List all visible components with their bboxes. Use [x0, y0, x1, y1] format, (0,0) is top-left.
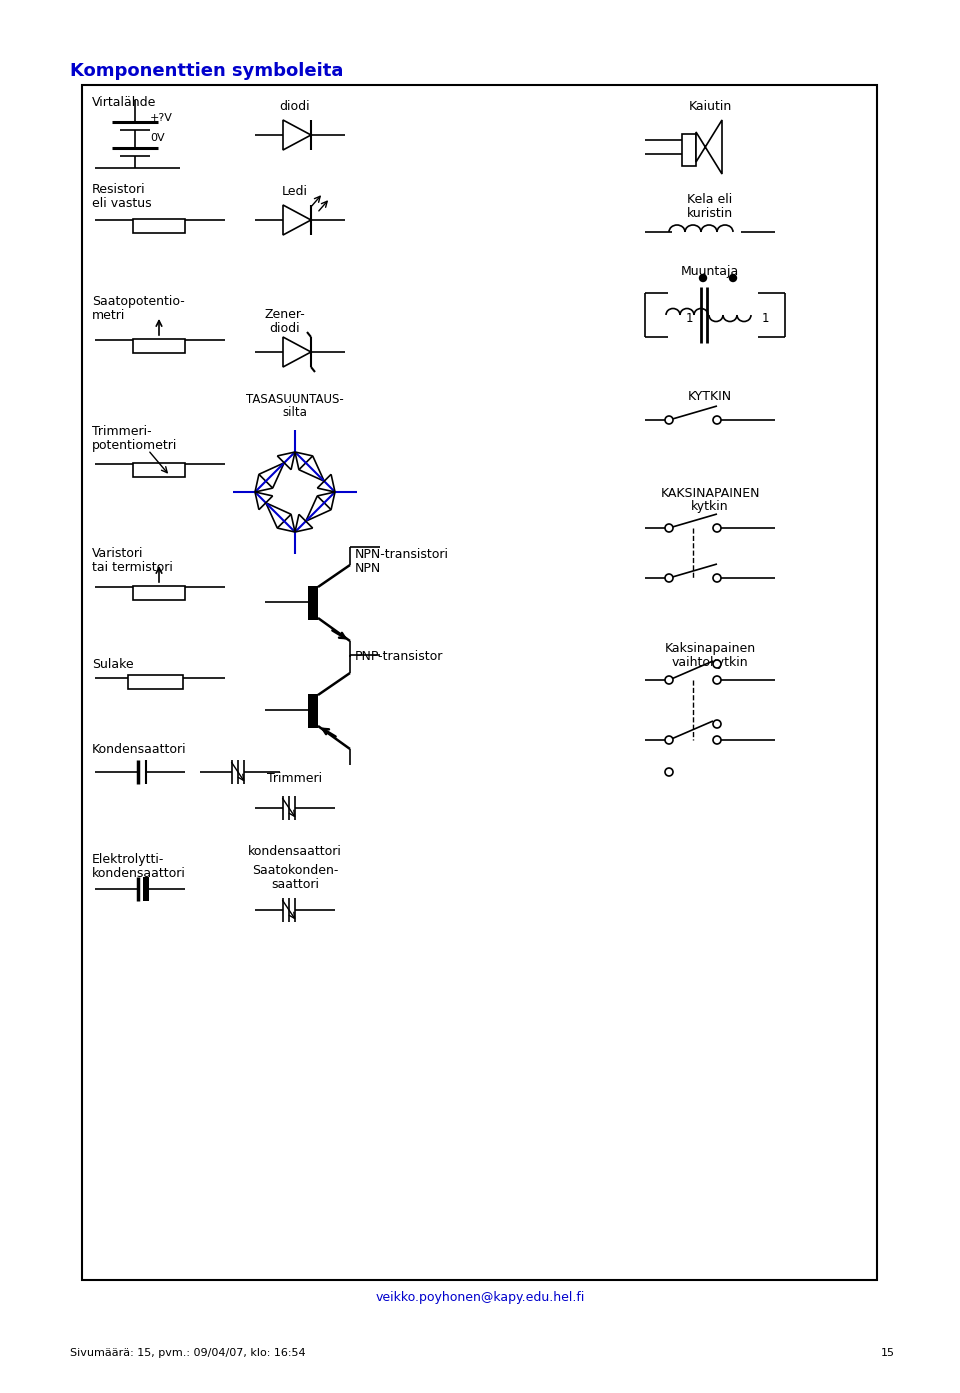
Text: diodi: diodi	[270, 322, 300, 334]
Text: Ledi: Ledi	[282, 185, 308, 198]
Text: Trimmeri: Trimmeri	[268, 772, 323, 786]
Bar	[308, 694, 318, 729]
Text: diodi: diodi	[279, 100, 310, 113]
Circle shape	[713, 660, 721, 669]
Text: PNP-transistor: PNP-transistor	[355, 651, 444, 663]
Polygon shape	[299, 456, 324, 481]
Circle shape	[713, 676, 721, 684]
Text: Kaksinapainen: Kaksinapainen	[664, 642, 756, 655]
Polygon shape	[283, 337, 311, 366]
Text: KAKSINAPAINEN: KAKSINAPAINEN	[660, 488, 759, 500]
Text: Virtalähde: Virtalähde	[92, 96, 156, 109]
Polygon shape	[696, 120, 722, 174]
Polygon shape	[283, 205, 311, 235]
Text: Trimmeri-: Trimmeri-	[92, 425, 152, 437]
Bar	[133, 462, 185, 476]
Bar	[143, 878, 149, 901]
Text: tai termistori: tai termistori	[92, 561, 173, 574]
Text: 1: 1	[685, 312, 693, 326]
Text: kytkin: kytkin	[691, 500, 729, 513]
Text: potentiometri: potentiometri	[92, 439, 178, 451]
Text: Sulake: Sulake	[92, 657, 133, 671]
Text: NPN-transistori: NPN-transistori	[355, 547, 449, 561]
Circle shape	[665, 676, 673, 684]
Text: Sivumäärä: 15, pvm.: 09/04/07, klo: 16:54: Sivumäärä: 15, pvm.: 09/04/07, klo: 16:5…	[70, 1348, 305, 1358]
Text: 15: 15	[881, 1348, 895, 1358]
Text: 0V: 0V	[150, 132, 164, 143]
Text: kondensaattori: kondensaattori	[92, 866, 186, 880]
Text: vaihtokytkin: vaihtokytkin	[672, 656, 748, 669]
Bar	[682, 134, 696, 166]
Circle shape	[665, 768, 673, 776]
Text: 1: 1	[762, 312, 770, 326]
Circle shape	[713, 417, 721, 423]
Bar	[133, 219, 185, 233]
Text: kuristin: kuristin	[687, 208, 733, 220]
Text: +?V: +?V	[150, 113, 173, 123]
Bar	[133, 338, 185, 352]
Text: Zener-: Zener-	[265, 308, 305, 320]
Circle shape	[713, 736, 721, 744]
Text: Muuntaja: Muuntaja	[681, 265, 739, 279]
Circle shape	[700, 274, 707, 281]
Polygon shape	[283, 120, 311, 150]
Text: Kaiutin: Kaiutin	[688, 100, 732, 113]
Text: Elektrolytti-: Elektrolytti-	[92, 853, 164, 866]
Circle shape	[665, 417, 673, 423]
Circle shape	[665, 574, 673, 582]
Text: Komponenttien symboleita: Komponenttien symboleita	[70, 63, 344, 79]
Polygon shape	[266, 503, 291, 528]
Text: Saatopotentio-: Saatopotentio-	[92, 295, 184, 308]
Text: KYTKIN: KYTKIN	[688, 390, 732, 403]
Text: metri: metri	[92, 309, 126, 322]
Polygon shape	[306, 496, 331, 521]
Circle shape	[713, 720, 721, 729]
Bar	[308, 586, 318, 620]
Circle shape	[713, 524, 721, 532]
Circle shape	[730, 274, 736, 281]
Text: veikko.poyhonen@kapy.edu.hel.fi: veikko.poyhonen@kapy.edu.hel.fi	[375, 1291, 585, 1304]
Circle shape	[665, 736, 673, 744]
Bar	[128, 676, 183, 690]
Text: NPN: NPN	[355, 561, 381, 575]
Text: TASASUUNTAUS-: TASASUUNTAUS-	[246, 393, 344, 405]
Text: Varistori: Varistori	[92, 547, 143, 560]
Bar	[82, 85, 877, 1280]
Text: silta: silta	[282, 405, 307, 419]
Text: saattori: saattori	[271, 878, 319, 892]
Text: eli vastus: eli vastus	[92, 196, 152, 210]
Text: Saatokonden-: Saatokonden-	[252, 864, 338, 878]
Text: Resistori: Resistori	[92, 182, 146, 196]
Text: Kela eli: Kela eli	[687, 194, 732, 206]
Polygon shape	[259, 462, 284, 488]
Bar	[133, 586, 185, 600]
Circle shape	[665, 524, 673, 532]
Circle shape	[713, 574, 721, 582]
Text: kondensaattori: kondensaattori	[248, 846, 342, 858]
Text: Kondensaattori: Kondensaattori	[92, 742, 186, 756]
